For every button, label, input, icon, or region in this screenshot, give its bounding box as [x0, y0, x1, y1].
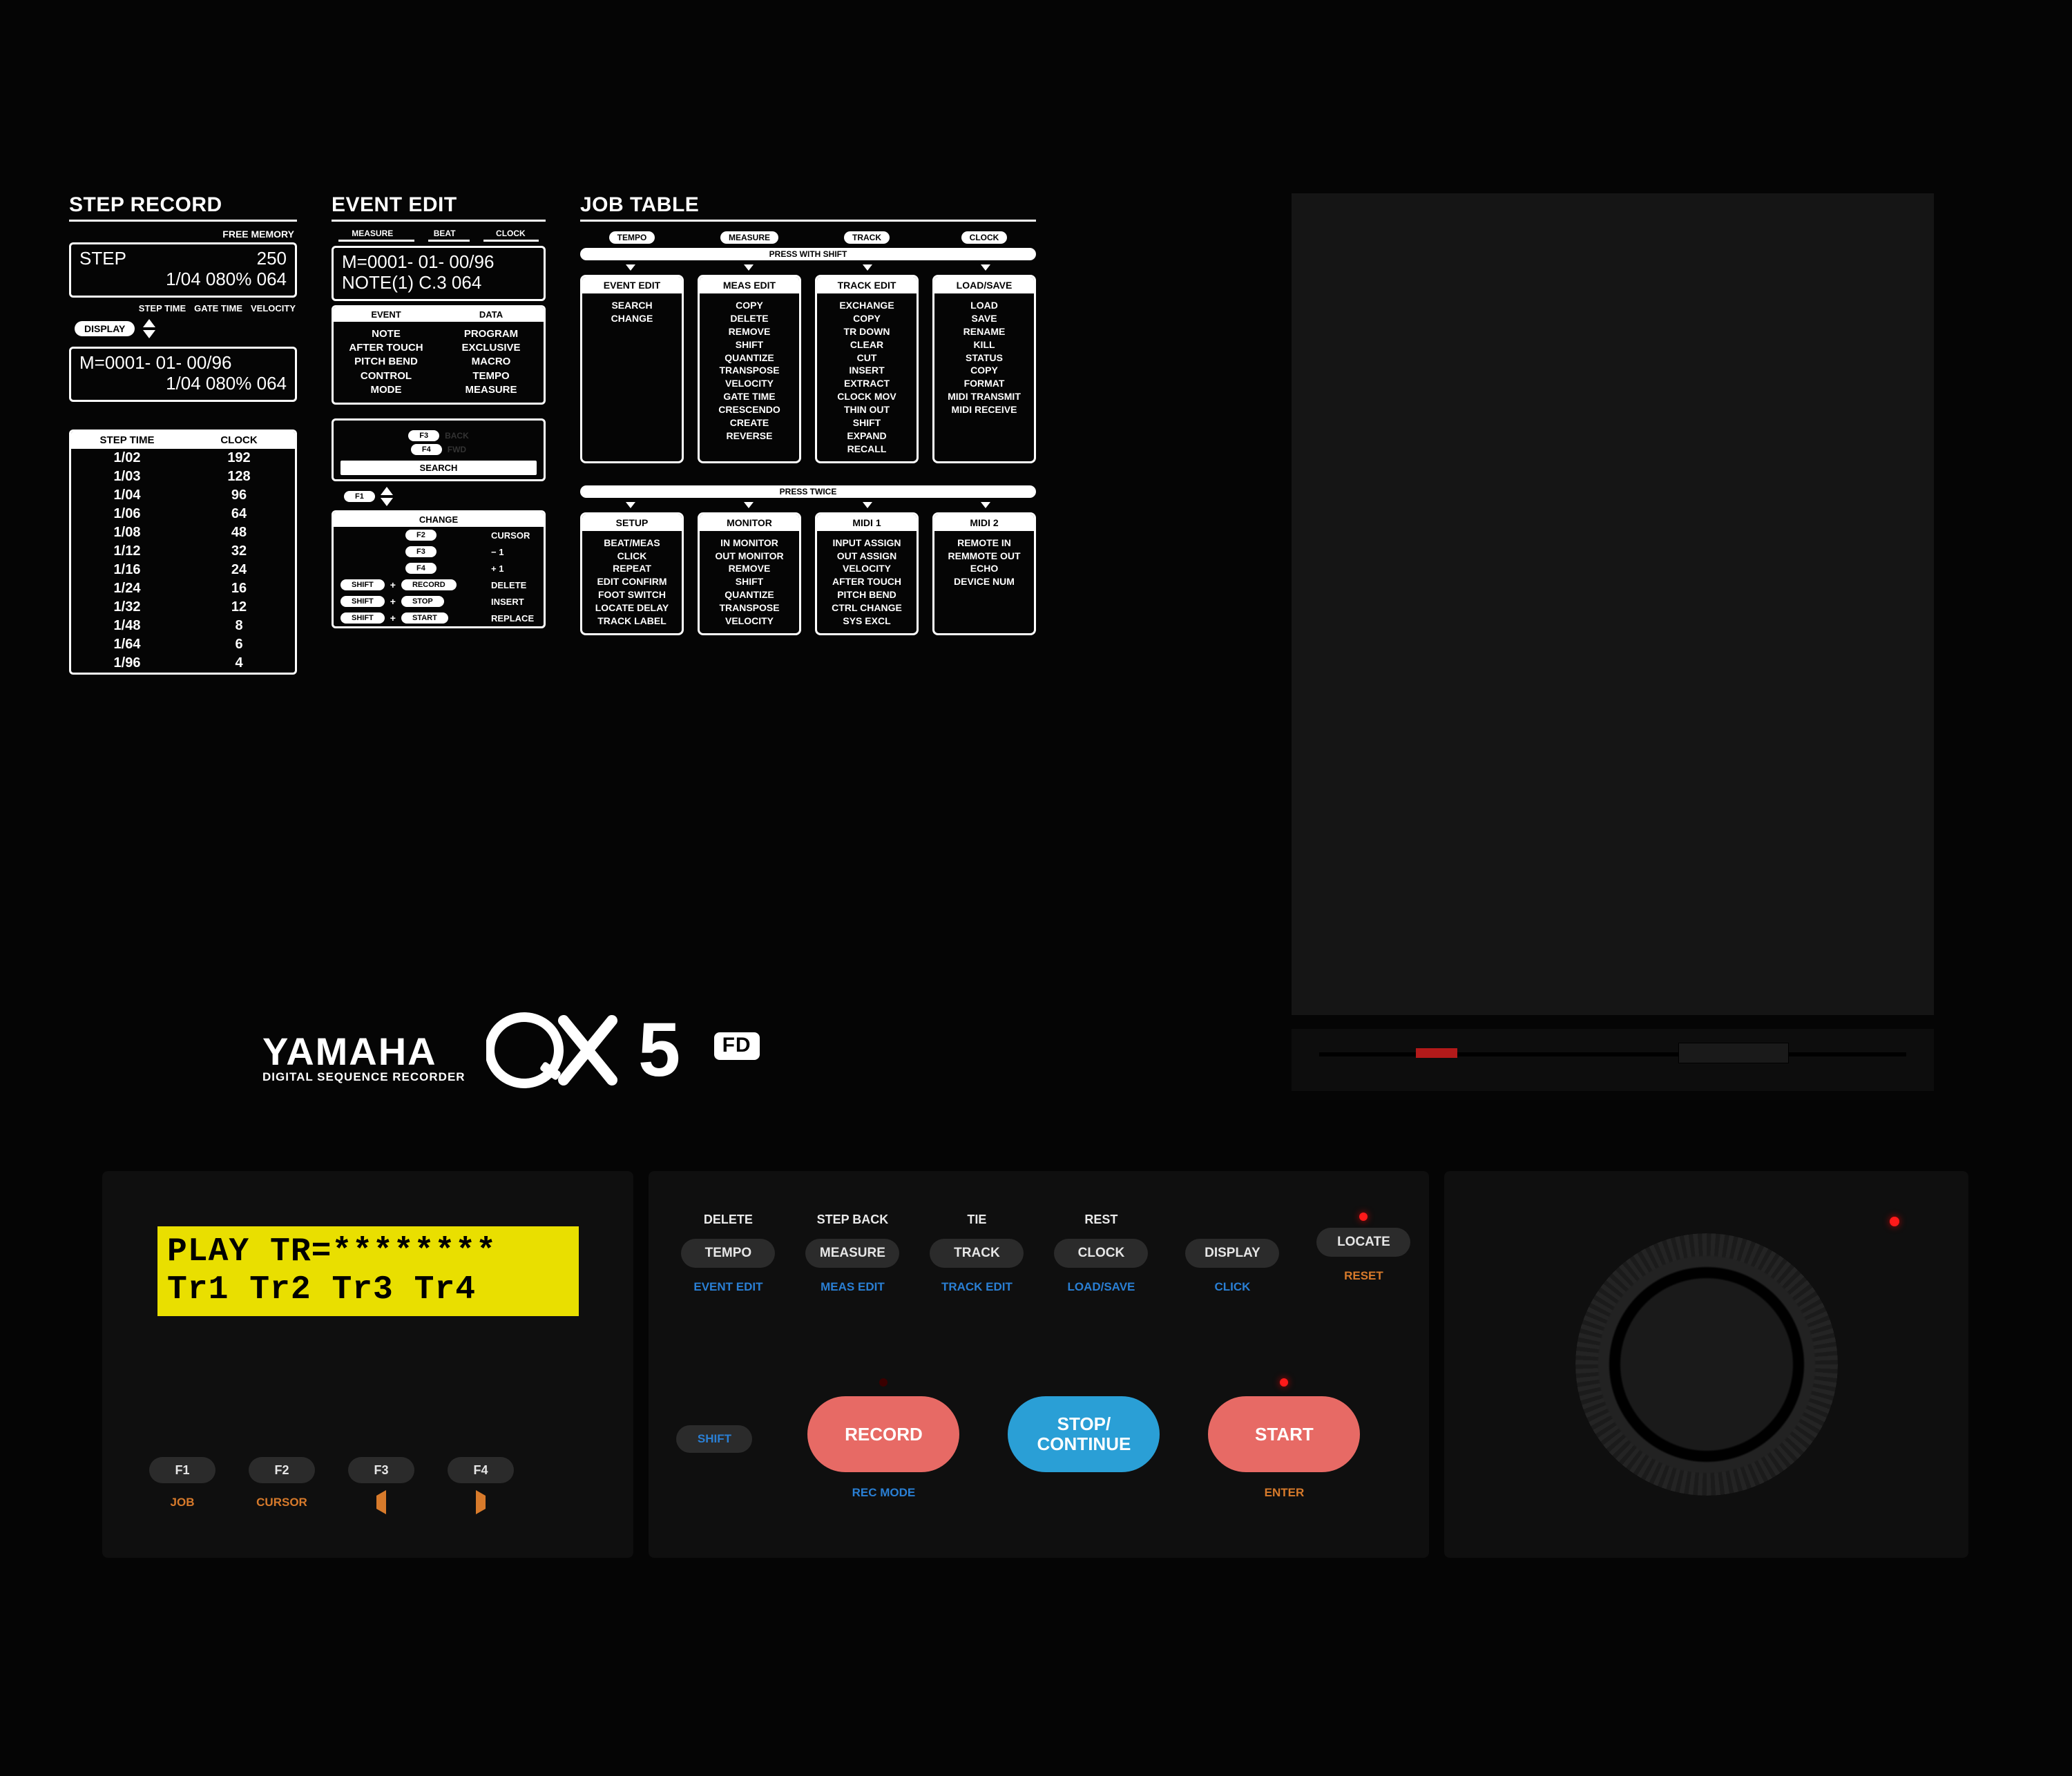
free-memory-label: FREE MEMORY [69, 229, 294, 240]
job-pill: CLOCK [961, 231, 1008, 244]
transport-panel: DELETETEMPOEVENT EDITSTEP BACKMEASUREMEA… [649, 1171, 1428, 1558]
transport-button-group: STARTENTER [1208, 1378, 1360, 1500]
svg-text:5: 5 [638, 1012, 680, 1088]
control-panel: PLAY TR=********Tr1 Tr2 Tr3 Tr4 F1JOBF2C… [102, 1171, 1968, 1558]
search-block: F3BACK F4FWD SEARCH [332, 418, 546, 481]
brand-logo: YAMAHA DIGITAL SEQUENCE RECORDER 5 FD [262, 1008, 760, 1084]
wheel-led-icon [1890, 1217, 1899, 1226]
up-down-icon [381, 487, 393, 506]
function-key: F2CURSOR [249, 1457, 315, 1509]
drive-led-icon [1416, 1048, 1457, 1058]
table-row: 1/488 [71, 617, 295, 635]
job-column: MIDI 1INPUT ASSIGNOUT ASSIGNVELOCITYAFTE… [815, 512, 919, 635]
up-down-icon [143, 319, 155, 338]
table-row: 1/1624 [71, 561, 295, 579]
job-table-title: JOB TABLE [580, 193, 1036, 222]
table-row: 1/03128 [71, 467, 295, 486]
table-row: 1/0496 [71, 486, 295, 505]
table-row: 1/964 [71, 654, 295, 673]
table-row: 1/2416 [71, 579, 295, 598]
change-row: F2CURSOR [334, 527, 544, 543]
job-column: LOAD/SAVELOADSAVERENAMEKILLSTATUSCOPYFOR… [932, 275, 1036, 463]
floppy-drive-bay [1292, 193, 1934, 1015]
led-icon [1359, 1213, 1368, 1221]
stop-button[interactable]: STOP/CONTINUE [1008, 1396, 1160, 1472]
change-row: SHIFT+STOPINSERT [334, 593, 544, 610]
mode-button-group: STEP BACKMEASUREMEAS EDIT [800, 1213, 904, 1294]
job-column: EVENT EDITSEARCHCHANGE [580, 275, 684, 463]
change-row: F4+ 1 [334, 560, 544, 577]
record-button[interactable]: RECORD [807, 1396, 959, 1472]
shift-button[interactable]: SHIFT [676, 1425, 752, 1453]
mode-button-group: TIETRACKTRACK EDIT [925, 1213, 1028, 1294]
event-edit-lcd: M=0001- 01- 00/96 NOTE(1) C.3 064 [332, 246, 546, 301]
job-column: MEAS EDITCOPYDELETEREMOVESHIFTQUANTIZETR… [698, 275, 801, 463]
track-button[interactable]: TRACK [930, 1239, 1024, 1268]
triangle-left-icon [376, 1490, 386, 1514]
job-pill: MEASURE [720, 231, 778, 244]
event-data-table: EVENT DATA NOTEAFTER TOUCHPITCH BENDCONT… [332, 305, 546, 405]
function-key: F3 [348, 1457, 414, 1509]
transport-button-group: RECORDREC MODE [807, 1378, 959, 1500]
job-pill: TRACK [844, 231, 890, 244]
tempo-button[interactable]: TEMPO [681, 1239, 775, 1268]
function-key: F1JOB [149, 1457, 215, 1509]
table-row: 1/646 [71, 635, 295, 654]
lcd-panel: PLAY TR=********Tr1 Tr2 Tr3 Tr4 F1JOB F2C… [102, 1171, 633, 1558]
step-record-title: STEP RECORD [69, 193, 297, 222]
main-lcd: PLAY TR=********Tr1 Tr2 Tr3 Tr4 [157, 1226, 579, 1316]
eject-button[interactable] [1678, 1043, 1789, 1063]
transport-button-group: STOP/CONTINUE [1008, 1378, 1160, 1500]
fn-button[interactable]: F3 [348, 1457, 414, 1483]
start-button[interactable]: START [1208, 1396, 1360, 1472]
job-column: MIDI 2REMOTE INREMMOTE OUTECHODEVICE NUM [932, 512, 1036, 635]
job-pill: TEMPO [609, 231, 655, 244]
job-column: TRACK EDITEXCHANGECOPYTR DOWNCLEARCUTINS… [815, 275, 919, 463]
mode-button-group: RESTCLOCKLOAD/SAVE [1049, 1213, 1153, 1294]
table-row: 1/0664 [71, 505, 295, 523]
table-row: 1/02192 [71, 449, 295, 467]
change-row: SHIFT+STARTREPLACE [334, 610, 544, 626]
step-record-lcd-1: STEP250 1/04 080% 064 [69, 242, 297, 298]
floppy-drive-tray[interactable] [1292, 1029, 1934, 1091]
display-button[interactable]: DISPLAY [1185, 1239, 1279, 1268]
data-wheel-panel [1444, 1171, 1968, 1558]
event-edit-title: EVENT EDIT [332, 193, 546, 222]
change-row: SHIFT+RECORDDELETE [334, 577, 544, 593]
step-time-table: STEP TIME CLOCK 1/021921/031281/04961/06… [69, 429, 297, 675]
step-record-col-headers: STEP TIME GATE TIME VELOCITY [69, 303, 296, 313]
locate-button[interactable]: LOCATE [1316, 1228, 1410, 1257]
led-icon [879, 1378, 888, 1387]
measure-button[interactable]: MEASURE [805, 1239, 899, 1268]
step-record-lcd-2: M=0001- 01- 00/96 1/04 080% 064 [69, 347, 297, 402]
job-table-section: JOB TABLE TEMPOMEASURETRACKCLOCK PRESS W… [580, 193, 1036, 635]
event-edit-section: EVENT EDIT MEASURE BEAT CLOCK M=0001- 01… [332, 193, 546, 628]
mode-button-group: DISPLAYCLICK [1180, 1213, 1284, 1294]
triangle-right-icon [476, 1490, 486, 1514]
model-logo: 5 FD [486, 1012, 760, 1088]
job-column: MONITORIN MONITOROUT MONITORREMOVESHIFTQ… [698, 512, 801, 635]
data-wheel[interactable] [1575, 1233, 1838, 1496]
step-record-section: STEP RECORD FREE MEMORY STEP250 1/04 080… [69, 193, 297, 675]
job-column: SETUPBEAT/MEASCLICKREPEATEDIT CONFIRMFOO… [580, 512, 684, 635]
disk-slot[interactable] [1319, 1052, 1906, 1056]
led-icon [1280, 1378, 1288, 1387]
mode-button-group: LOCATERESET [1312, 1213, 1415, 1283]
table-row: 1/0848 [71, 523, 295, 542]
mode-button-group: DELETETEMPOEVENT EDIT [676, 1213, 780, 1294]
table-row: 1/3212 [71, 598, 295, 617]
change-block: CHANGE F2CURSORF3− 1F4+ 1SHIFT+RECORDDEL… [332, 510, 546, 628]
fn-button[interactable]: F1 [149, 1457, 215, 1483]
fn-button[interactable]: F2 [249, 1457, 315, 1483]
fn-button[interactable]: F4 [448, 1457, 514, 1483]
clock-button[interactable]: CLOCK [1054, 1239, 1148, 1268]
display-pill: DISPLAY [75, 321, 135, 336]
function-key: F4 [448, 1457, 514, 1509]
table-row: 1/1232 [71, 542, 295, 561]
change-row: F3− 1 [334, 543, 544, 560]
